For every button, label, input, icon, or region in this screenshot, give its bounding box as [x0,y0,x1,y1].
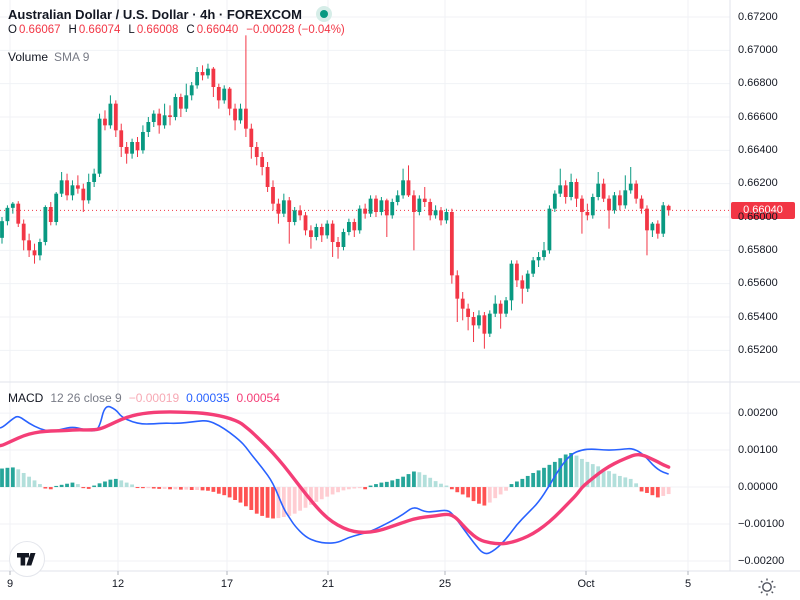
macd-hist-value: −0.00019 [128,391,180,405]
price-axis-label: 0.66000 [738,210,778,223]
symbol-legend[interactable]: Australian Dollar / U.S. Dollar · 4h · F… [8,6,332,22]
price-axis-label: 0.66200 [738,177,778,190]
time-axis-label: 17 [220,578,234,590]
tradingview-logo-glyph [17,553,36,566]
theme-toggle-icon[interactable] [757,577,777,597]
price-axis-label: 0.66400 [738,143,778,156]
time-axis-label: Oct [577,578,595,590]
market-status-icon[interactable] [316,6,332,22]
price-axis-label: 0.67200 [738,10,778,23]
ohlc-item: L 0.66008 [128,24,179,36]
macd-label: MACD [8,391,44,405]
volume-legend[interactable]: Volume SMA 9 [8,50,89,64]
volume-label: Volume [8,50,49,64]
ohlc-item: C 0.66040 [186,24,239,36]
macd-axis-label: −0.00200 [738,554,785,567]
ohlc-item: H 0.66074 [68,24,121,36]
symbol-title: Australian Dollar / U.S. Dollar · 4h · F… [8,6,302,22]
macd-signal-value: 0.00054 [236,391,280,405]
price-change: −0.00028 (−0.04%) [246,24,345,36]
tradingview-logo[interactable] [9,541,45,577]
time-axis-label: 21 [321,578,335,590]
price-axis-label: 0.65800 [738,243,778,256]
macd-line [0,405,669,555]
ohlc-row: O 0.66067 H 0.66074 L 0.66008 C 0.66040 −0.00028… [8,24,345,36]
price-axis-label: 0.66600 [738,110,778,123]
ohlc-item: O 0.66067 [8,24,61,36]
macd-legend[interactable]: MACD 12 26 close 9 −0.00019 0.00035 0.00… [8,391,280,405]
macd-axis-label: −0.00100 [738,517,785,530]
macd-signal-line [0,410,671,546]
macd-line-value: 0.00035 [186,391,230,405]
volume-params: SMA 9 [54,50,90,64]
time-axis[interactable] [0,572,730,600]
price-axis-label: 0.67000 [738,43,778,56]
current-price-badge: 0.66040 [731,201,795,219]
macd-axis-label: 0.00200 [738,406,778,419]
price-axis-label: 0.65400 [738,310,778,323]
time-axis-label: 5 [684,578,692,590]
macd-histogram [0,453,671,519]
price-axis-label: 0.66800 [738,77,778,90]
candlestick-series [0,35,671,349]
macd-axis-label: 0.00000 [738,480,778,493]
price-axis-label: 0.65600 [738,277,778,290]
macd-axis-label: 0.00100 [738,443,778,456]
time-axis-label: 25 [438,578,452,590]
time-axis-label: 9 [6,578,14,590]
macd-params: 12 26 close 9 [50,391,122,405]
time-axis-label: 12 [111,578,125,590]
price-axis-label: 0.65200 [738,343,778,356]
